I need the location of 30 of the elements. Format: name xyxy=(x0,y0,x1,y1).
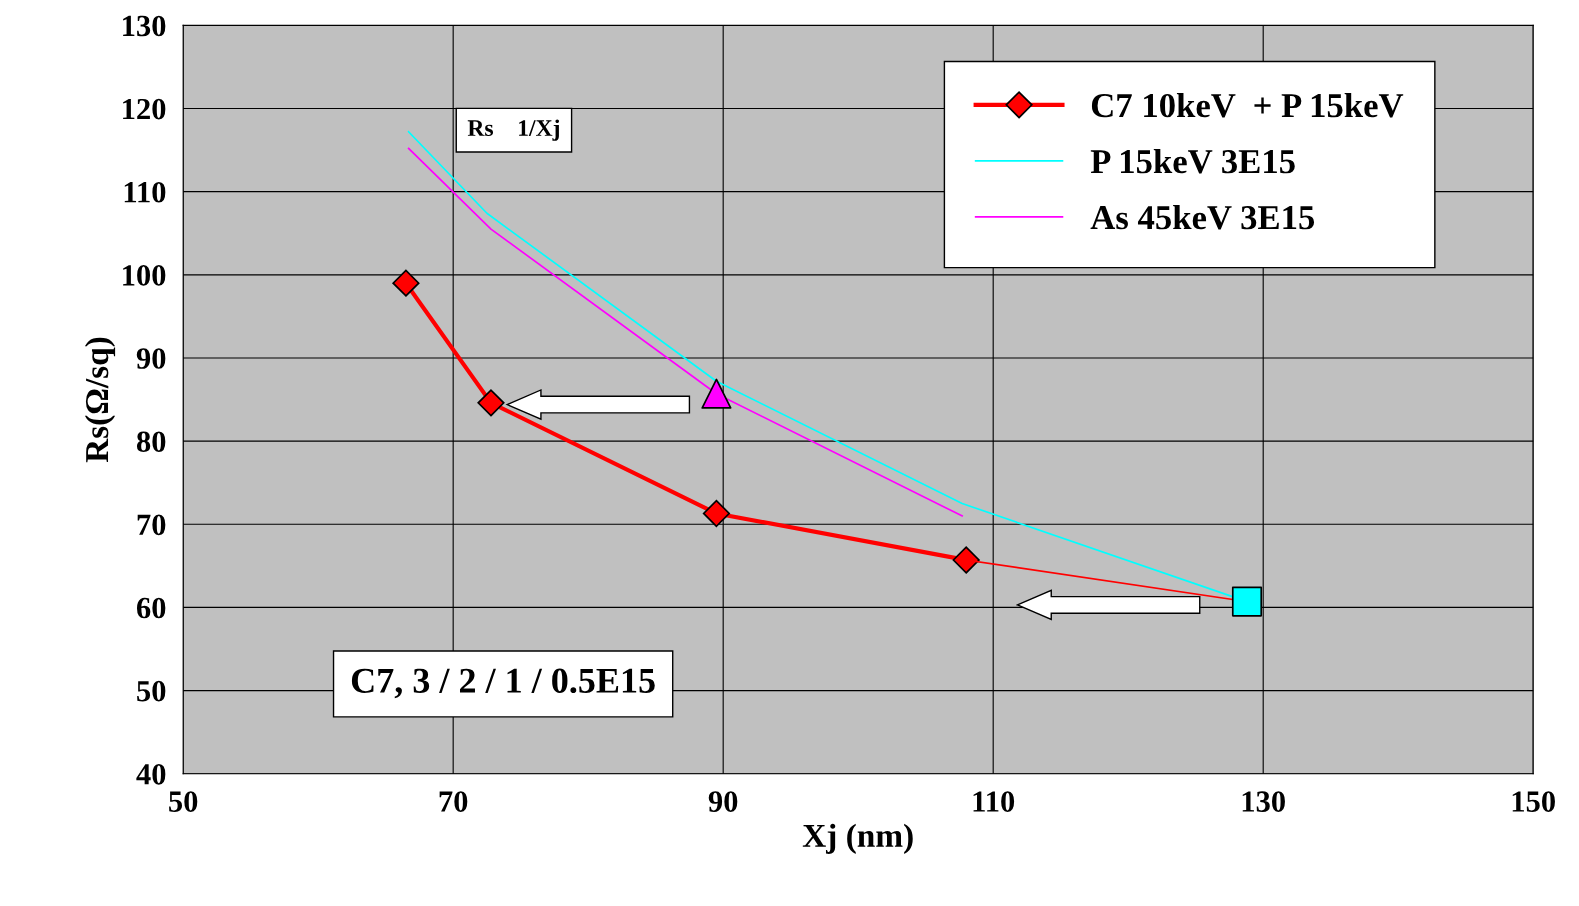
annotation: Rs 1/Xj xyxy=(467,119,559,141)
point xyxy=(392,269,420,297)
y-tick-label: 100 xyxy=(123,265,166,286)
y-tick-label: 110 xyxy=(124,181,166,203)
legend-label: P 15keV 3E15 xyxy=(1090,148,1295,174)
point xyxy=(1231,586,1263,617)
y-tick-label: 60 xyxy=(136,597,166,619)
legend-label: As 45keV 3E15 xyxy=(1090,204,1315,230)
point xyxy=(477,389,505,417)
y-axis-title: Rs(Ω/sq) xyxy=(84,337,116,463)
x-tick-label: 70 xyxy=(439,791,468,812)
point xyxy=(701,378,732,409)
x-tick-label: 110 xyxy=(973,791,1015,812)
x-tick-label: 90 xyxy=(708,791,738,812)
x-tick-label: 150 xyxy=(1512,791,1555,812)
x-tick-label: 130 xyxy=(1242,791,1285,812)
y-tick-label: 40 xyxy=(136,764,166,785)
y-tick-label: 50 xyxy=(137,680,166,702)
x-axis-title: Xj (nm) xyxy=(802,823,913,854)
point xyxy=(952,546,980,574)
legend-label: C7 10keV + P 15keV xyxy=(1091,92,1404,118)
y-tick-label: 70 xyxy=(137,514,166,536)
line-series xyxy=(407,147,963,517)
x-tick-label: 50 xyxy=(169,791,198,812)
y-tick-label: 120 xyxy=(123,98,166,120)
point xyxy=(702,499,731,528)
y-tick-label: 80 xyxy=(136,431,166,453)
annotation: C7, 3 / 2 / 1 / 0.5E15 xyxy=(351,668,655,699)
y-tick-label: 90 xyxy=(136,348,166,369)
y-tick-label: 130 xyxy=(123,15,166,37)
